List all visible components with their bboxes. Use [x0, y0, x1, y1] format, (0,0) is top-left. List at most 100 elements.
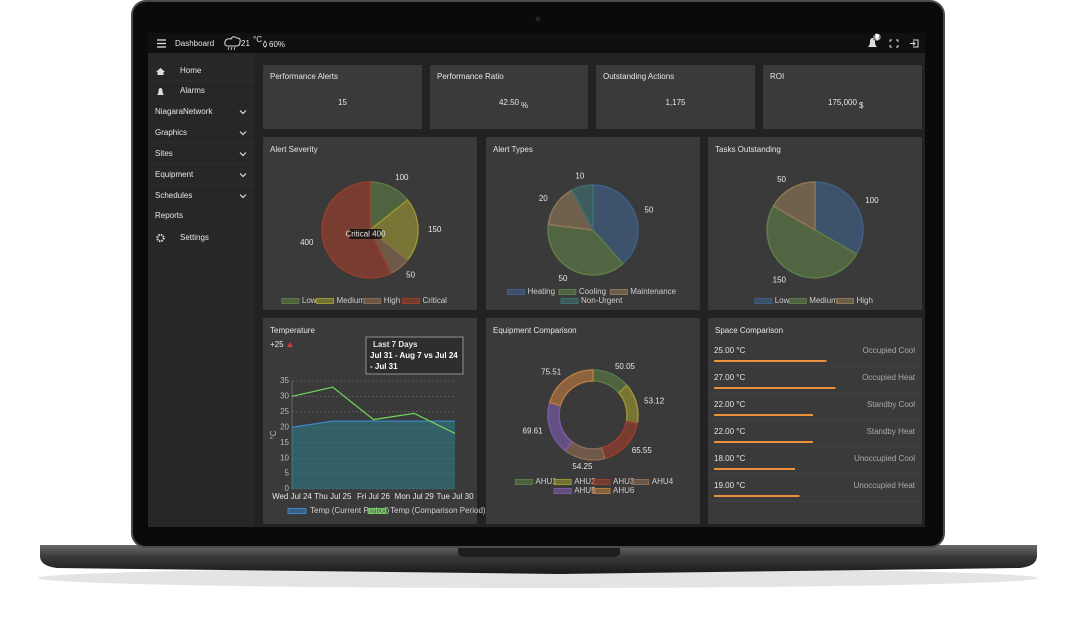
legend-swatch: [316, 298, 334, 304]
pie-slice: [368, 199, 419, 261]
legend-swatch: [592, 479, 611, 485]
menu-icon[interactable]: [157, 39, 166, 48]
chevron: [239, 152, 247, 157]
legend-swatch: [367, 508, 387, 514]
chevron: [239, 173, 247, 178]
space-name: Unoccupied Cool: [854, 454, 915, 463]
panel-title: Tasks Outstanding: [715, 145, 781, 154]
kpi-card: [763, 65, 922, 129]
panel-title: Alert Severity: [270, 145, 318, 154]
y-tick-label: 10: [280, 453, 289, 462]
sidebar-label: Graphics: [155, 128, 187, 137]
pie-slice: [571, 184, 594, 231]
sidebar-label: Reports: [155, 211, 183, 220]
space-name: Occupied Cool: [863, 346, 916, 355]
legend-swatch: [631, 479, 650, 485]
sidebar-label: Settings: [180, 233, 209, 242]
panel-title: Equipment Comparison: [493, 326, 577, 335]
legend-label: Non-Urgent: [581, 296, 623, 305]
space-name: Occupied Heat: [862, 373, 916, 382]
fullscreen-icon[interactable]: [889, 39, 899, 48]
home-icon: [156, 68, 165, 75]
legend-swatch: [560, 298, 579, 304]
legend-label: Temp (Comparison Period): [390, 506, 486, 515]
space-bar: [714, 495, 800, 497]
x-tick-label: Fri Jul 26: [357, 492, 390, 501]
space-bar: [714, 414, 813, 416]
dashboard: Performance Alerts 15 Performance Ratio 42.…: [263, 65, 922, 524]
space-name: Unoccupied Heat: [854, 481, 916, 490]
space-name: Standby Cool: [867, 400, 915, 409]
kpi-card: [263, 65, 422, 129]
data-label: 50: [644, 206, 653, 215]
legend-swatch: [287, 508, 307, 514]
legend-swatch: [402, 298, 420, 304]
panel-title: Alert Types: [493, 145, 533, 154]
trend-up-icon: [287, 342, 293, 347]
legend-label: AHU2: [574, 477, 596, 486]
kpi-title: ROI: [770, 72, 784, 81]
panel-title: Temperature: [270, 326, 315, 335]
logout-icon[interactable]: [910, 39, 919, 48]
kpi-unit: $: [859, 101, 864, 110]
kpi-title: Performance Ratio: [437, 72, 504, 81]
bell-icon: [157, 88, 164, 95]
space-name: Standby Heat: [867, 427, 916, 436]
pie-slice: [547, 223, 624, 276]
kpi-card: [430, 65, 588, 129]
change: +25: [270, 340, 284, 349]
space-bar: [714, 441, 813, 443]
kpi-unit: %: [521, 101, 528, 110]
data-label: 53.12: [644, 396, 665, 405]
sidebar-label: Schedules: [155, 191, 192, 200]
shadow: [38, 568, 1038, 588]
legend-label: High: [384, 296, 400, 305]
data-label: 54.25: [572, 462, 593, 471]
legend-label: Heating: [528, 287, 556, 296]
tooltip-title: Last 7 Days: [373, 340, 418, 349]
sidebar-item[interactable]: [148, 61, 255, 81]
legend-swatch: [558, 289, 577, 295]
legend-swatch: [553, 479, 572, 485]
panel: [708, 318, 922, 524]
sidebar-label: Sites: [155, 149, 173, 158]
legend-label: Cooling: [579, 287, 606, 296]
legend-label: Critical: [423, 296, 448, 305]
legend-label: AHU3: [613, 477, 635, 486]
chevron: [239, 110, 247, 115]
y-tick-label: 30: [280, 392, 289, 401]
legend-label: Medium: [809, 296, 838, 305]
donut-segment: [548, 369, 594, 407]
data-label: 75.51: [541, 368, 562, 377]
x-tick-label: Wed Jul 24: [272, 492, 312, 501]
y-tick-label: 20: [280, 422, 289, 431]
data-label: 150: [773, 275, 787, 284]
temperature: 21: [241, 39, 250, 48]
notification-count: 17: [873, 32, 882, 41]
sidebar-label: Alarms: [180, 86, 205, 95]
legend-swatch: [514, 479, 533, 485]
notification-icon[interactable]: [868, 38, 877, 47]
weather-icon: [224, 36, 241, 47]
laptop-base: [40, 545, 1037, 574]
kpi-title: Outstanding Actions: [603, 72, 674, 81]
kpi-value: 42.50: [499, 98, 520, 107]
data-label: 50: [777, 175, 786, 184]
sidebar-menu: Home Alarms NiagaraNetwork Graphics Sites Equ…: [148, 61, 255, 249]
sidebar: [148, 53, 255, 527]
legend-swatch: [553, 488, 572, 494]
humidity-icon: [263, 40, 267, 48]
sidebar-label: Equipment: [155, 170, 194, 179]
kpi-value: 15: [338, 98, 347, 107]
legend-swatch: [363, 298, 382, 304]
pie-slice: [814, 181, 864, 256]
space-value: 25.00 °C: [714, 346, 745, 355]
tooltip-text: Jul 31 - Aug 7 vs Jul 24 - Jul 31: [370, 351, 458, 371]
area: [292, 421, 455, 489]
kpi-title: Performance Alerts: [270, 72, 338, 81]
y-tick-label: 35: [280, 376, 289, 385]
y-tick-label: 5: [285, 469, 290, 478]
legend-swatch: [788, 298, 807, 304]
legend-label: Medium: [337, 296, 366, 305]
legend-label: AHU5: [574, 486, 596, 495]
